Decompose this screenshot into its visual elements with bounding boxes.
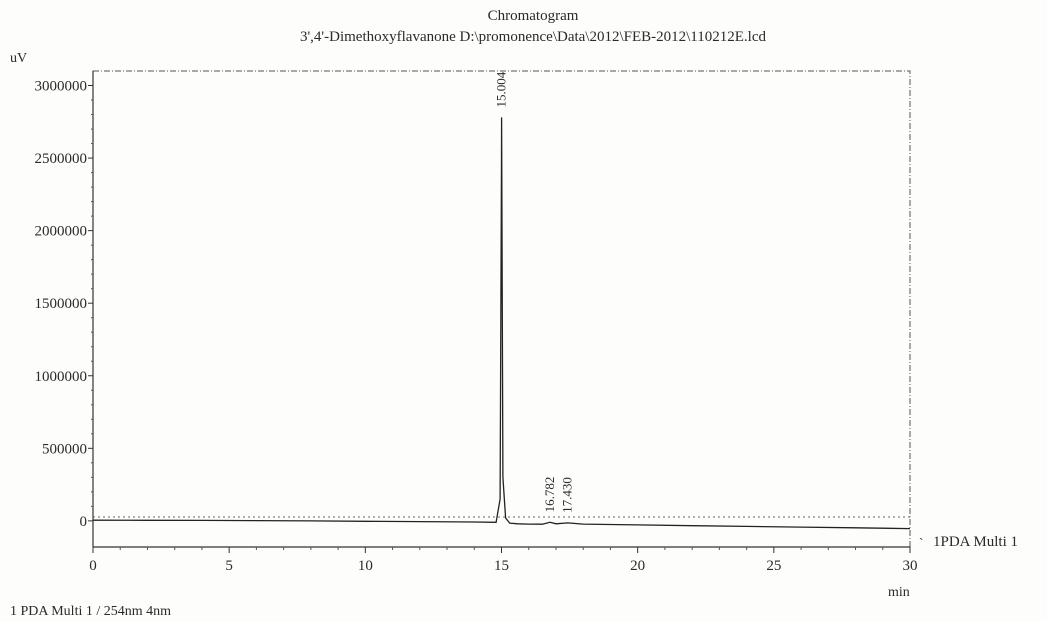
legend-marker: ` (919, 535, 923, 550)
x-tick-label: 30 (903, 558, 918, 574)
chart-subtitle: 3',4'-Dimethoxyflavanone D:\promonence\D… (300, 29, 767, 45)
y-tick-label: 1500000 (35, 296, 88, 312)
y-tick-label: 1000000 (35, 369, 88, 385)
x-tick-label: 5 (225, 558, 233, 574)
x-tick-label: 20 (630, 558, 645, 574)
detector-footer: 1 PDA Multi 1 / 254nm 4nm (10, 604, 171, 619)
x-tick-label: 0 (89, 558, 97, 574)
series-line (93, 117, 910, 528)
y-tick-label: 2000000 (35, 224, 88, 240)
peak-label: 16.782 (542, 477, 557, 513)
peak-labels: 15.004 16.782 17.430 (494, 71, 575, 513)
x-tick-label: 25 (766, 558, 781, 574)
y-axis-ticks: 0 500000 1000000 1500000 2000000 2500000 30000… (35, 79, 94, 530)
y-tick-label: 3000000 (35, 79, 88, 95)
x-tick-label: 10 (358, 558, 373, 574)
y-tick-label: 500000 (42, 441, 87, 457)
y-axis-label: uV (10, 51, 27, 66)
x-tick-label: 15 (494, 558, 509, 574)
peak-label: 17.430 (560, 477, 575, 513)
x-axis-ticks: 0 5 10 15 20 25 30 (89, 547, 917, 574)
peak-label: 15.004 (494, 71, 509, 107)
series-layer (93, 117, 910, 528)
y-tick-label: 0 (80, 514, 88, 530)
chart-title: Chromatogram (488, 8, 579, 24)
legend-entry: 1PDA Multi 1 (933, 534, 1018, 550)
y-tick-label: 2500000 (35, 151, 88, 167)
x-axis-label: min (888, 585, 910, 600)
